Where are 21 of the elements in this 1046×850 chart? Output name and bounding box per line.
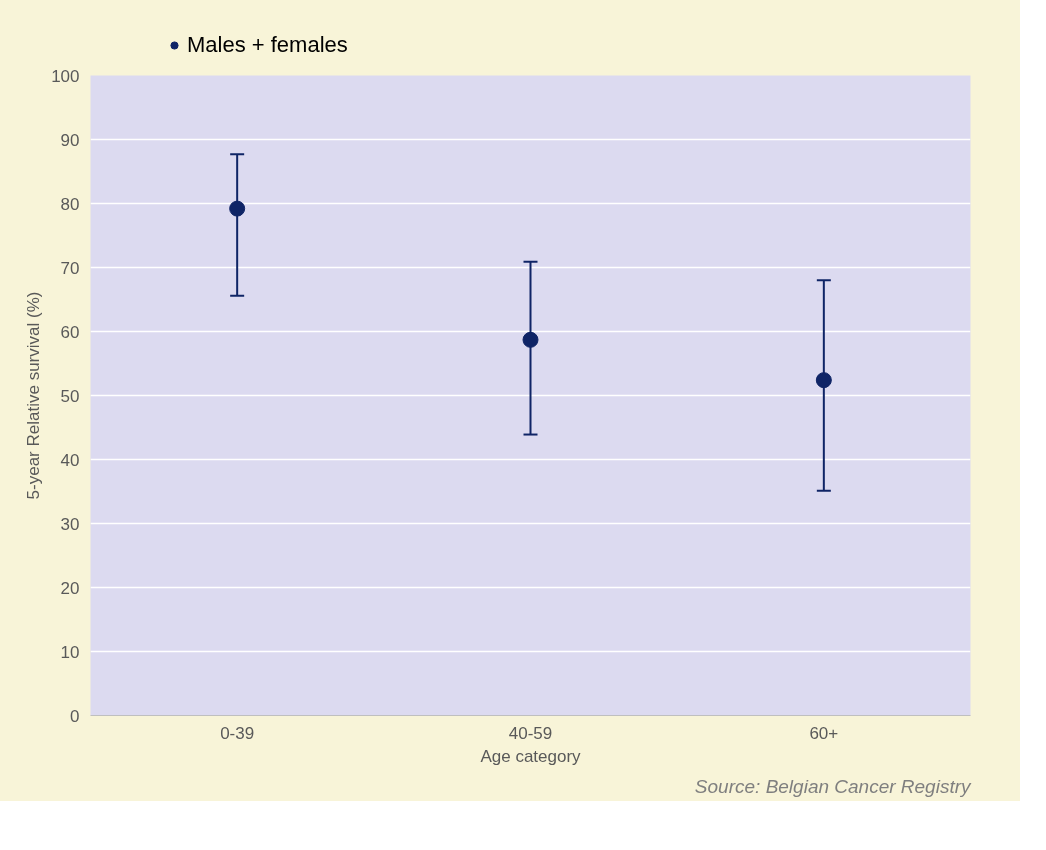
y-tick-label: 40: [60, 450, 80, 470]
point: [229, 200, 246, 217]
y-axis-title: 5-year Relative survival (%): [24, 291, 44, 500]
y-tick-label: 30: [60, 514, 80, 534]
y-tick-label: 80: [60, 194, 80, 214]
point: [815, 372, 832, 389]
x-tick-label: 60+: [809, 723, 839, 743]
y-tick-label: 50: [60, 386, 80, 406]
y-tick-label: 20: [60, 578, 80, 598]
x-tick-label: 0-39: [220, 723, 255, 743]
y-tick-label: 0: [70, 706, 80, 726]
x-axis-title: Age category: [480, 746, 582, 766]
legend-label: Males + females: [187, 32, 348, 58]
y-tick-label: 10: [60, 642, 80, 662]
y-tick-label: 90: [60, 130, 80, 150]
x-tick-label: 40-59: [508, 723, 553, 743]
y-tick-label: 100: [51, 66, 80, 86]
point: [522, 331, 539, 348]
y-tick-label: 60: [60, 322, 80, 342]
source-note: Source: Belgian Cancer Registry: [694, 775, 972, 797]
y-tick-label: 70: [60, 258, 80, 278]
